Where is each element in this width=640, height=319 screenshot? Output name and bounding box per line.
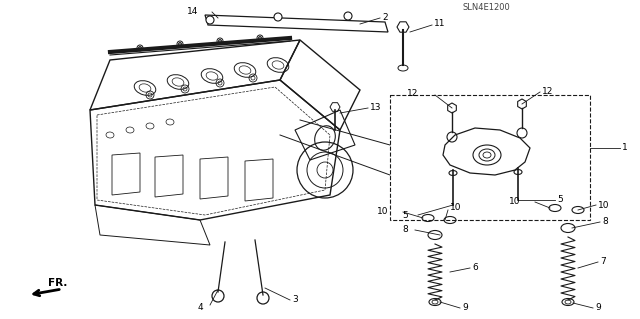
Text: 1: 1 — [622, 144, 628, 152]
Circle shape — [274, 13, 282, 21]
Text: 13: 13 — [370, 102, 381, 112]
Text: 6: 6 — [472, 263, 477, 272]
Text: 11: 11 — [434, 19, 445, 28]
Text: 10: 10 — [376, 207, 388, 217]
Text: 8: 8 — [403, 226, 408, 234]
Circle shape — [344, 12, 352, 20]
Text: 10: 10 — [598, 201, 609, 210]
Circle shape — [259, 36, 262, 40]
Text: 4: 4 — [198, 303, 204, 313]
Text: 10: 10 — [450, 204, 461, 212]
Text: SLN4E1200: SLN4E1200 — [463, 3, 510, 12]
Text: 9: 9 — [462, 303, 468, 313]
Text: 10: 10 — [509, 197, 520, 206]
Text: 12: 12 — [406, 88, 418, 98]
Circle shape — [179, 42, 182, 46]
Text: 12: 12 — [542, 87, 554, 97]
Text: 9: 9 — [595, 303, 601, 313]
Circle shape — [138, 47, 141, 49]
Circle shape — [218, 40, 221, 42]
Circle shape — [206, 16, 214, 24]
Text: 5: 5 — [403, 211, 408, 219]
Text: 3: 3 — [292, 295, 298, 305]
Text: 14: 14 — [187, 6, 198, 16]
Text: 8: 8 — [602, 218, 608, 226]
Text: FR.: FR. — [48, 278, 67, 288]
Text: 7: 7 — [600, 257, 605, 266]
Text: 2: 2 — [382, 12, 388, 21]
Text: 5: 5 — [557, 196, 563, 204]
